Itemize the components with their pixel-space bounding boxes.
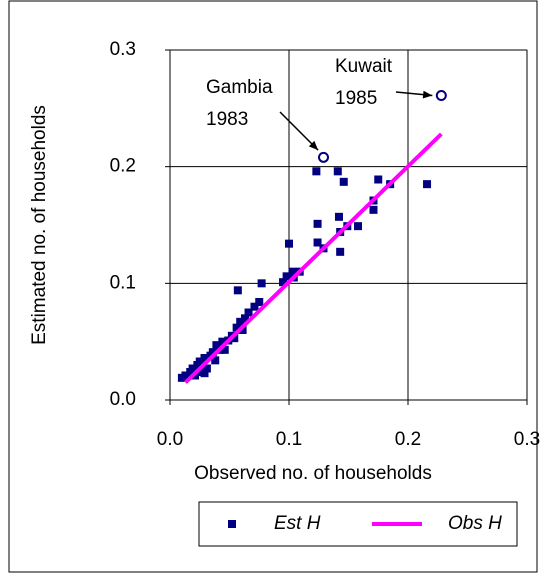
point <box>238 326 247 334</box>
y-tick-label: 0.1 <box>110 272 136 293</box>
point <box>354 222 363 231</box>
point <box>255 298 264 306</box>
point <box>177 373 186 382</box>
legend-swatch <box>228 520 236 528</box>
arrow-head <box>308 140 319 151</box>
point <box>282 272 291 281</box>
point <box>212 341 221 350</box>
point <box>236 317 245 326</box>
point <box>250 302 259 311</box>
point <box>211 356 220 365</box>
point <box>218 337 227 346</box>
point <box>312 167 321 176</box>
x-axis-label: Observed no. of households <box>194 463 432 484</box>
point <box>244 308 253 317</box>
obs-line <box>184 132 443 384</box>
outlier-point <box>435 90 447 101</box>
point <box>220 345 229 354</box>
annotation-text: Gambia <box>206 77 273 98</box>
point <box>369 205 378 214</box>
x-tick-label: 0.1 <box>276 429 302 450</box>
arrow-head <box>422 90 433 99</box>
x-tick-label: 0.3 <box>514 429 540 450</box>
annotation-text: 1985 <box>335 88 377 109</box>
point <box>279 278 288 287</box>
point <box>423 180 432 189</box>
point <box>240 314 249 323</box>
point <box>230 334 239 343</box>
point <box>333 167 342 176</box>
point <box>233 286 242 295</box>
y-tick-label: 0.0 <box>110 389 136 410</box>
point <box>186 368 195 376</box>
x-tick-label: 0.2 <box>395 429 421 450</box>
y-tick-label: 0.3 <box>110 39 136 60</box>
point <box>200 354 209 362</box>
x-tick-label: 0.0 <box>157 429 183 450</box>
point <box>195 368 204 376</box>
point <box>313 238 322 247</box>
point <box>202 364 211 373</box>
legend-label: Obs H <box>448 513 502 534</box>
point <box>200 369 209 378</box>
legend <box>198 501 518 547</box>
annotation-text: 1983 <box>206 109 248 130</box>
y-axis-label: Estimated no. of households <box>29 105 50 345</box>
point <box>288 267 297 276</box>
annotation-text: Kuwait <box>335 56 393 77</box>
point <box>336 247 345 256</box>
point <box>339 177 348 186</box>
point <box>232 323 241 332</box>
outlier-point <box>318 151 330 163</box>
point <box>285 239 293 248</box>
y-tick-label: 0.2 <box>110 156 136 177</box>
point <box>374 175 383 184</box>
point <box>334 212 343 221</box>
point <box>313 219 322 228</box>
point <box>257 279 266 288</box>
legend-label: Est H <box>274 513 321 534</box>
point <box>193 361 202 369</box>
